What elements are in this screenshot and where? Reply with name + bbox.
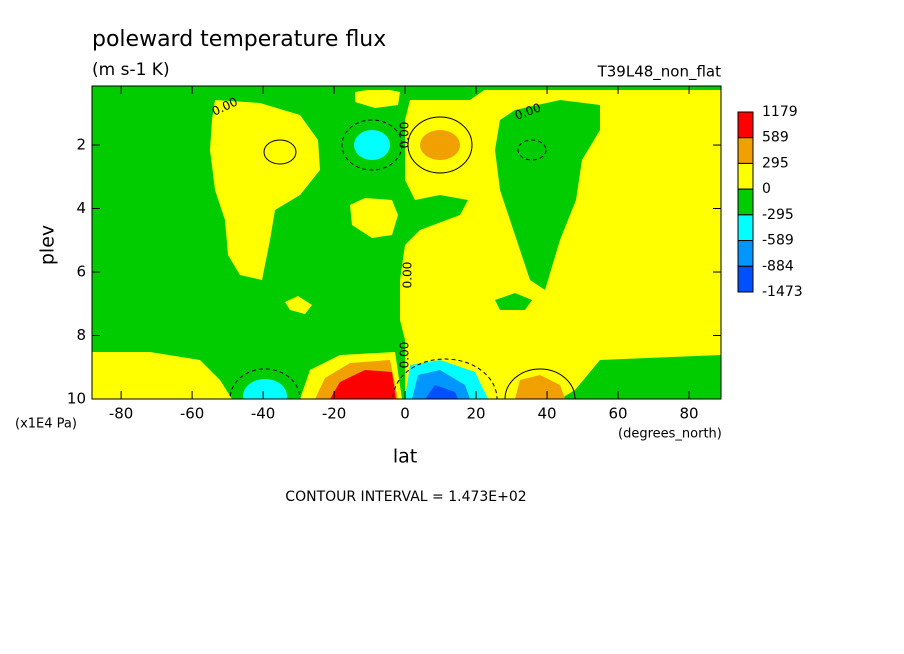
- colorbar-swatch: [737, 162, 754, 190]
- chart-title: poleward temperature flux: [92, 27, 386, 52]
- region: [412, 370, 470, 399]
- region: [590, 360, 721, 399]
- colorbar-swatch: [737, 265, 754, 293]
- y-tick-label: 4: [76, 199, 86, 217]
- region: [495, 100, 600, 290]
- contour-label: 0.00: [398, 122, 412, 149]
- colorbar-label: -589: [762, 233, 794, 249]
- region: [355, 88, 400, 108]
- x-axis-label: lat: [393, 446, 417, 468]
- footnote: CONTOUR INTERVAL = 1.473E+02: [285, 489, 526, 505]
- y-tick-label: 8: [76, 326, 86, 344]
- x-tick-label: 20: [467, 405, 486, 423]
- colorbar-swatch: [737, 137, 754, 164]
- subtitle: T39L48_non_flat: [597, 63, 722, 82]
- y-tick-label: 6: [76, 263, 86, 281]
- plot-frame: [91, 85, 722, 400]
- colorbar-swatch: [737, 188, 754, 216]
- contour-field: [92, 86, 721, 399]
- region: [354, 130, 390, 160]
- x-tick-label: -60: [180, 405, 205, 423]
- colorbar-label: 295: [762, 155, 789, 171]
- x-tick-label: 60: [609, 405, 628, 423]
- y-tick-label: 10: [67, 390, 86, 408]
- y-units: (x1E4 Pa): [15, 417, 77, 432]
- x-units: (degrees_north): [618, 427, 722, 442]
- region: [495, 293, 532, 310]
- region: [425, 385, 458, 399]
- contour-label: 0.00: [401, 262, 415, 289]
- region: [330, 370, 396, 399]
- region: [92, 86, 721, 90]
- x-tick-label: -20: [322, 405, 347, 423]
- region: [515, 375, 565, 399]
- y-tick-label: 2: [76, 136, 86, 154]
- x-tick-label: 40: [538, 405, 557, 423]
- colorbar-label: 589: [762, 130, 789, 146]
- units: (m s-1 K): [92, 60, 170, 80]
- region: [243, 379, 287, 399]
- x-tick-label: 80: [680, 405, 699, 423]
- x-tick-label: 0: [400, 405, 410, 423]
- region: [400, 86, 721, 399]
- contour-label: 0.00: [398, 342, 412, 369]
- region: [285, 296, 312, 314]
- colorbar-swatch: [737, 240, 754, 267]
- region: [92, 352, 232, 399]
- y-axis-label: plev: [37, 225, 59, 265]
- colorbar-swatch: [737, 111, 754, 139]
- x-tick-label: -80: [109, 405, 134, 423]
- region: [350, 198, 398, 238]
- colorbar-label: 0: [762, 181, 771, 197]
- region: [405, 88, 450, 100]
- contour-lines: [229, 116, 576, 399]
- region: [420, 130, 460, 160]
- colorbar-label: 1179: [762, 104, 798, 120]
- colorbar-label: -295: [762, 207, 794, 223]
- x-tick-label: -40: [251, 405, 276, 423]
- colorbar-swatch: [737, 214, 754, 242]
- colorbar-label: -884: [762, 258, 794, 274]
- colorbar-label: -1473: [762, 284, 803, 300]
